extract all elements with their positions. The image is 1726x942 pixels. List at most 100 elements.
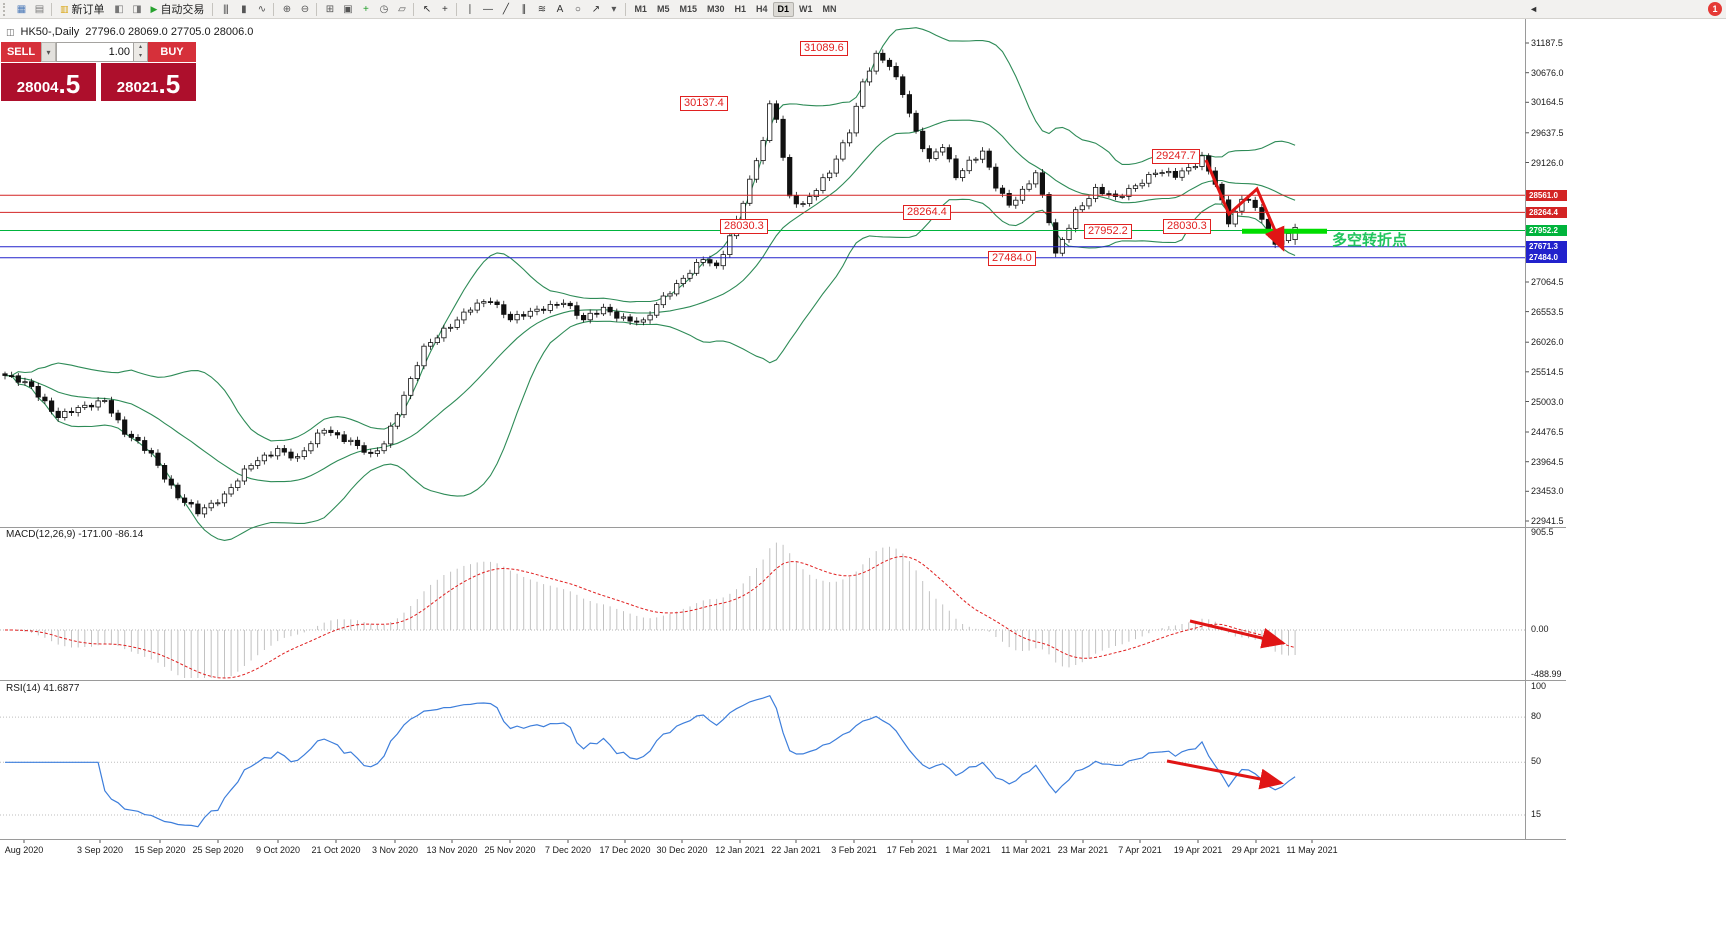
timeframe-m15[interactable]: M15 xyxy=(679,3,697,14)
timeframe-d1[interactable]: D1 xyxy=(772,1,795,17)
timeframe-m5[interactable]: M5 xyxy=(656,3,670,14)
candle-body xyxy=(840,142,846,160)
crosshair-icon[interactable]: + xyxy=(442,3,448,15)
candle-body xyxy=(188,501,194,505)
new-chart-icon[interactable]: ▦ xyxy=(16,3,26,15)
vertical-line-icon[interactable]: ∣ xyxy=(467,3,472,15)
candle-body xyxy=(1199,155,1205,167)
text-icon[interactable]: A xyxy=(556,3,564,15)
candle-body xyxy=(753,160,760,180)
candle-body xyxy=(714,262,720,267)
candle-body xyxy=(1039,172,1045,195)
data-window-icon[interactable]: ◨ xyxy=(132,3,141,15)
timeframe-h4[interactable]: H4 xyxy=(756,3,768,14)
timeframe-h1[interactable]: H1 xyxy=(734,3,747,14)
horizontal-line-icon[interactable]: ― xyxy=(482,3,493,15)
candle-body xyxy=(108,400,114,414)
sell-button[interactable]: SELL xyxy=(1,42,41,62)
candle-body xyxy=(1079,205,1085,211)
toolbar-separator xyxy=(625,2,627,16)
candle-body xyxy=(767,103,773,142)
order-type-caret-icon[interactable]: ▾ xyxy=(41,42,56,62)
candle-body xyxy=(481,301,487,304)
periods-icon[interactable]: ◷ xyxy=(379,3,389,15)
timeframe-m1[interactable]: M1 xyxy=(634,3,647,14)
toolbar-overflow-arrow[interactable]: ◄ xyxy=(1529,4,1538,14)
notification-badge[interactable]: 1 xyxy=(1708,2,1722,16)
candle-body xyxy=(554,303,560,306)
equidistant-channel-icon[interactable]: ∥ xyxy=(521,3,526,15)
candle-body xyxy=(707,259,713,264)
candle-body xyxy=(1046,193,1052,224)
market-watch-icon[interactable]: ◧ xyxy=(114,3,123,15)
price-trend-arrow[interactable] xyxy=(1204,159,1285,252)
candle-body xyxy=(960,170,966,178)
candle-body xyxy=(235,480,241,488)
candle-body xyxy=(35,385,41,398)
trendline-icon[interactable]: ╱ xyxy=(502,3,509,15)
candle-body xyxy=(161,464,168,480)
volume-decrease-button[interactable]: ▾ xyxy=(134,52,147,61)
candle-body xyxy=(328,429,334,433)
cascade-windows-icon[interactable]: ▣ xyxy=(343,3,352,15)
sell-price-pips: .5 xyxy=(58,69,81,99)
candlestick-chart-icon[interactable]: ▮ xyxy=(241,3,247,15)
timeframe-mn[interactable]: MN xyxy=(822,3,837,14)
bar-chart-icon[interactable]: ||| xyxy=(223,3,229,15)
candle-body xyxy=(847,132,853,144)
dropdown-caret-icon[interactable]: ▾ xyxy=(611,3,616,15)
candle-body xyxy=(1126,188,1132,197)
indicators-icon[interactable]: + xyxy=(363,3,369,15)
candle-body xyxy=(813,190,819,198)
candle-body xyxy=(980,150,986,160)
candle-body xyxy=(807,196,813,205)
turning-point-label[interactable]: 多空转折点 xyxy=(1332,232,1408,249)
timeframe-w1[interactable]: W1 xyxy=(799,3,813,14)
candle-body xyxy=(2,373,8,376)
toolbar-grip[interactable] xyxy=(3,2,8,16)
toolbar-items: ▦ ▤ ▥ 新订单 ◧ ◨ ▶ 自动交易 ||| ▮ ∿ ⊕ ⊖ ⊞ ▣ + ◷ ▱ ↖ + ∣ ― ╱ ∥ ≋ A ○ ↗ ▾ M1 M5… xyxy=(0,0,842,19)
candle-body xyxy=(1086,198,1092,207)
candle-body xyxy=(1259,207,1265,220)
chart-symbol-label: HK50-,Daily xyxy=(20,26,80,38)
volume-input[interactable]: 1.00 xyxy=(56,42,134,62)
new-order-button[interactable]: ▥ 新订单 xyxy=(55,1,110,18)
buy-button[interactable]: BUY xyxy=(148,42,196,62)
templates-icon[interactable]: ▱ xyxy=(398,3,406,15)
profiles-icon[interactable]: ▤ xyxy=(34,3,44,15)
candle-body xyxy=(561,302,567,305)
cursor-icon[interactable]: ↖ xyxy=(422,3,431,15)
volume-increase-button[interactable]: ▴ xyxy=(134,43,147,52)
candle-body xyxy=(275,448,281,457)
sell-price-display[interactable]: 28004.5 xyxy=(1,63,96,101)
candle-body xyxy=(541,308,547,311)
candle-body xyxy=(1285,233,1292,241)
chart-ohlc-values: 27796.0 28069.0 27705.0 28006.0 xyxy=(85,26,254,38)
candle-body xyxy=(1013,199,1019,206)
zoom-out-icon[interactable]: ⊖ xyxy=(300,3,309,15)
candle-body xyxy=(494,301,500,305)
fibonacci-icon[interactable]: ≋ xyxy=(537,3,546,15)
candle-body xyxy=(1106,193,1112,196)
arrows-icon[interactable]: ↗ xyxy=(591,3,600,15)
buy-price-display[interactable]: 28021.5 xyxy=(101,63,196,101)
candle-body xyxy=(381,443,387,452)
line-chart-icon[interactable]: ∿ xyxy=(257,3,266,15)
main-toolbar: ▦ ▤ ▥ 新订单 ◧ ◨ ▶ 自动交易 ||| ▮ ∿ ⊕ ⊖ ⊞ ▣ + ◷ ▱ ↖ + ∣ ― ╱ ∥ ≋ A ○ ↗ ▾ M1 M5… xyxy=(0,0,1726,19)
zoom-in-icon[interactable]: ⊕ xyxy=(282,3,291,15)
candle-body xyxy=(501,304,507,315)
candle-body xyxy=(88,404,95,408)
candle-body xyxy=(920,130,926,150)
auto-trading-button[interactable]: ▶ 自动交易 xyxy=(146,1,210,18)
tile-windows-icon[interactable]: ⊞ xyxy=(325,3,334,15)
candle-body xyxy=(1006,192,1012,206)
macd-trend-arrow[interactable] xyxy=(1189,619,1286,649)
candle-body xyxy=(135,436,141,441)
rsi-trend-arrow[interactable] xyxy=(1166,759,1284,790)
candle-body xyxy=(1019,188,1026,201)
candle-body xyxy=(374,450,381,454)
shapes-icon[interactable]: ○ xyxy=(574,3,581,15)
volume-spinner: ▴ ▾ xyxy=(134,42,148,62)
timeframe-m30[interactable]: M30 xyxy=(706,3,725,14)
